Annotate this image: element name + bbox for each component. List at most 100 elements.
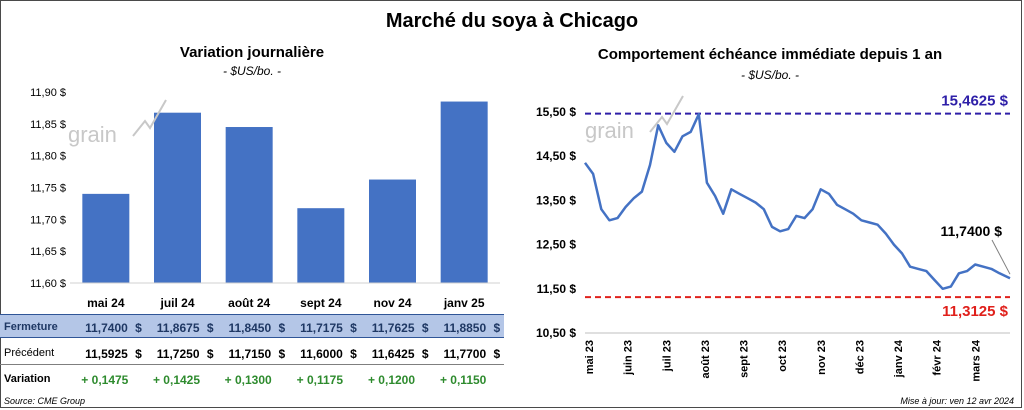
x-tick-label: juil 23 xyxy=(661,340,673,372)
table-cell: 11,8450 $ xyxy=(211,321,285,335)
y-tick-label: 11,50 $ xyxy=(537,282,577,296)
x-tick-label: août 24 xyxy=(228,296,270,310)
x-tick-label: mai 24 xyxy=(87,296,125,310)
y-tick-label: 11,80 $ xyxy=(30,151,66,163)
x-tick-label: oct 23 xyxy=(777,340,789,372)
cell-value: 11,8450 xyxy=(228,321,272,335)
y-tick-label: 12,50 $ xyxy=(536,238,576,252)
right-chart-unit: - $US/bo. - xyxy=(740,68,800,82)
cell-unit: $ xyxy=(278,347,286,361)
row-label: Précédent xyxy=(4,347,55,359)
left-chart-title: Variation journalière xyxy=(179,44,325,61)
x-tick-label: sept 24 xyxy=(300,296,342,310)
bar-2 xyxy=(154,112,201,283)
bar-4 xyxy=(297,208,345,283)
table-cell: 11,7150 $ xyxy=(211,347,285,361)
table-row-precedent: Précédent 11,5925 $11,7250 $11,7150 $11,600… xyxy=(0,341,504,365)
cell-unit: $ xyxy=(206,347,214,361)
cell-value: + 0,1475 xyxy=(81,373,129,387)
y-tick-label: 11,85 $ xyxy=(30,119,66,131)
table-cell: 11,8675 $ xyxy=(140,321,214,335)
cell-value: 11,7700 xyxy=(443,347,487,361)
watermark-text: grain xyxy=(68,122,117,147)
cell-value: 11,5925 xyxy=(85,347,128,361)
cell-value: 11,8675 xyxy=(156,321,200,335)
source-note: Source: CME Group xyxy=(4,396,86,406)
cell-value: + 0,1150 xyxy=(439,373,487,387)
cell-value: 11,6425 xyxy=(371,347,415,361)
cell-unit: $ xyxy=(421,347,429,361)
cell-unit: $ xyxy=(350,347,357,361)
cell-unit: $ xyxy=(350,321,357,335)
bar-6 xyxy=(440,101,488,283)
table-row-fermeture: Fermeture 11,7400 $11,8675 $11,8450 $11,717… xyxy=(0,314,504,338)
table-cell: 11,7250 $ xyxy=(140,347,214,361)
cell-value: + 0,1175 xyxy=(296,373,344,387)
table-cell: 11,6000 $ xyxy=(283,347,357,361)
cell-value: 11,7250 xyxy=(156,347,200,361)
table-cell: + 0,1200 xyxy=(355,373,429,387)
x-tick-label: juin 23 xyxy=(623,340,635,376)
cell-unit: $ xyxy=(206,321,214,335)
left-chart-unit: - $US/bo. - xyxy=(222,64,282,78)
watermark-icon xyxy=(132,99,167,137)
high-label: 15,4625 $ xyxy=(941,93,1008,110)
cell-value: 11,7400 xyxy=(85,321,128,335)
x-tick-label: mars 24 xyxy=(970,339,982,381)
x-tick-label: janv 24 xyxy=(893,339,905,378)
x-tick-label: nov 24 xyxy=(373,296,411,310)
row-label: Variation xyxy=(4,373,51,385)
table-cell: + 0,1175 xyxy=(283,373,357,387)
cell-value: 11,7150 xyxy=(228,347,272,361)
y-tick-label: 13,50 $ xyxy=(536,193,576,207)
x-tick-label: nov 23 xyxy=(816,340,828,375)
y-tick-label: 11,90 $ xyxy=(30,87,66,99)
y-tick-label: 11,65 $ xyxy=(30,246,66,258)
table-cell: 11,7175 $ xyxy=(283,321,357,335)
price-line xyxy=(583,112,1011,291)
cell-unit: $ xyxy=(135,347,142,361)
x-tick-label: juil 24 xyxy=(159,296,194,310)
cell-unit: $ xyxy=(493,347,501,361)
table-cell: + 0,1150 xyxy=(426,373,500,387)
y-tick-label: 11,60 $ xyxy=(30,278,66,290)
cell-value: 11,7625 xyxy=(371,321,415,335)
update-note: Mise à jour: ven 12 avr 2024 xyxy=(900,396,1014,406)
cell-value: 11,8850 xyxy=(443,321,487,335)
y-tick-label: 11,75 $ xyxy=(30,183,66,195)
y-tick-label: 14,50 $ xyxy=(536,149,576,163)
cell-unit: $ xyxy=(493,321,501,335)
last-label-leader xyxy=(991,239,1011,275)
table-cell: 11,7400 $ xyxy=(68,321,142,335)
watermark-text: grain xyxy=(585,118,634,143)
table-cell: 11,5925 $ xyxy=(68,347,142,361)
last-value-label: 11,7400 $ xyxy=(940,223,1002,239)
table-row-variation: Variation + 0,1475 + 0,1425 + 0,1300 + 0,11… xyxy=(0,367,504,391)
watermark-icon xyxy=(649,95,684,133)
cell-unit: $ xyxy=(278,321,286,335)
right-chart-title: Comportement échéance immédiate depuis 1… xyxy=(597,46,943,63)
table-cell: + 0,1300 xyxy=(211,373,285,387)
cell-unit: $ xyxy=(421,321,429,335)
cell-value: + 0,1425 xyxy=(152,373,201,387)
cell-value: + 0,1300 xyxy=(224,373,272,387)
x-tick-label: déc 23 xyxy=(854,340,866,374)
x-tick-label: sept 23 xyxy=(739,340,751,378)
x-tick-label: août 23 xyxy=(700,340,712,379)
table-cell: + 0,1475 xyxy=(68,373,142,387)
cell-value: 11,7175 xyxy=(300,321,343,335)
page-title: Marché du soya à Chicago xyxy=(385,10,639,32)
table-cell: 11,7625 $ xyxy=(355,321,429,335)
bar-3 xyxy=(225,127,273,284)
y-tick-label: 15,50 $ xyxy=(536,105,576,119)
row-label: Fermeture xyxy=(4,321,58,333)
table-cell: 11,6425 $ xyxy=(355,347,429,361)
table-cell: 11,8850 $ xyxy=(426,321,500,335)
y-tick-label: 11,70 $ xyxy=(30,214,66,226)
cell-unit: $ xyxy=(135,321,142,335)
bar-5 xyxy=(369,179,416,283)
cell-value: 11,6000 xyxy=(300,347,343,361)
x-tick-label: mai 23 xyxy=(584,340,596,374)
